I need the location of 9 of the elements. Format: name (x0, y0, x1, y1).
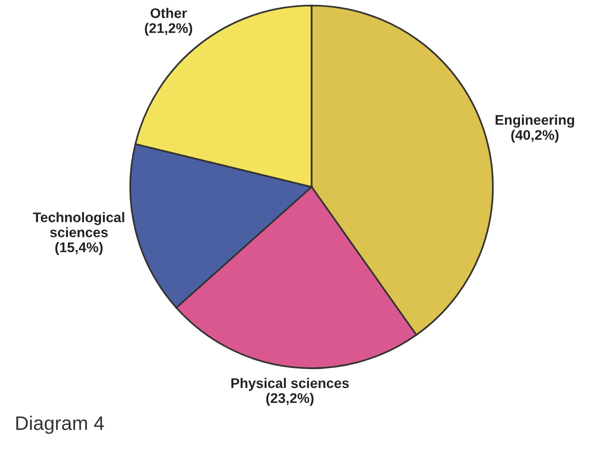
data-label: (23,2%) (266, 392, 314, 406)
slice-label: Other (150, 8, 187, 18)
text: Diagram 4 (16, 416, 104, 434)
slice-label: Technological sciences (32, 212, 124, 238)
slice-label: Physical sciences (231, 378, 349, 391)
slice-label: Engineering (496, 114, 574, 128)
data-label: (15,4%) (55, 242, 103, 255)
data-label: (21,2%) (144, 22, 192, 36)
data-label: (40,2%) (511, 130, 558, 143)
